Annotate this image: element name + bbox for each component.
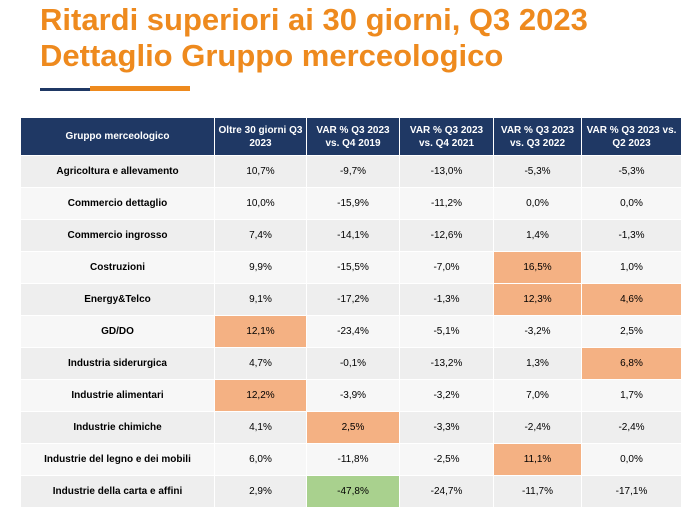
value-cell: 4,6% bbox=[581, 283, 682, 316]
table-row: Agricoltura e allevamento 10,7% -9,7% -13,0… bbox=[20, 155, 682, 188]
value-cell: 1,4% bbox=[493, 219, 582, 252]
page-title: Ritardi superiori ai 30 giorni, Q3 2023 … bbox=[40, 2, 588, 74]
value-cell: -5,3% bbox=[581, 155, 682, 188]
value-cell: -12,6% bbox=[399, 219, 494, 252]
value-cell: -5,3% bbox=[493, 155, 582, 188]
title-underline-blue bbox=[40, 88, 90, 91]
value-cell: -11,7% bbox=[493, 475, 582, 508]
value-cell: 10,7% bbox=[214, 155, 307, 188]
value-cell: 9,9% bbox=[214, 251, 307, 284]
value-cell: -15,5% bbox=[306, 251, 400, 284]
value-cell: 6,0% bbox=[214, 443, 307, 476]
column-header: VAR % Q3 2023 vs. Q2 2023 bbox=[581, 117, 682, 156]
value-cell: 7,0% bbox=[493, 379, 582, 412]
row-category-cell: GD/DO bbox=[20, 315, 215, 348]
value-cell: -5,1% bbox=[399, 315, 494, 348]
value-cell: -17,1% bbox=[581, 475, 682, 508]
value-cell: -13,0% bbox=[399, 155, 494, 188]
value-cell: -2,4% bbox=[493, 411, 582, 444]
row-category-cell: Agricoltura e allevamento bbox=[20, 155, 215, 188]
row-category-cell: Industrie del legno e dei mobili bbox=[20, 443, 215, 476]
value-cell: 7,4% bbox=[214, 219, 307, 252]
value-cell: -15,9% bbox=[306, 187, 400, 220]
data-table: Gruppo merceologico Oltre 30 giorni Q3 2… bbox=[20, 117, 682, 508]
table-row: Industrie del legno e dei mobili 6,0% -11,… bbox=[20, 443, 682, 476]
value-cell: 2,9% bbox=[214, 475, 307, 508]
value-cell: 0,0% bbox=[581, 443, 682, 476]
value-cell: 16,5% bbox=[493, 251, 582, 284]
value-cell: -13,2% bbox=[399, 347, 494, 380]
column-header: Gruppo merceologico bbox=[20, 117, 215, 156]
row-category-cell: Commercio ingrosso bbox=[20, 219, 215, 252]
table-header-row: Gruppo merceologico Oltre 30 giorni Q3 2… bbox=[20, 117, 682, 156]
title-underline-orange bbox=[90, 86, 190, 91]
table-row: Commercio ingrosso 7,4% -14,1% -12,6% 1,4% -1… bbox=[20, 219, 682, 252]
value-cell: 12,1% bbox=[214, 315, 307, 348]
table-row: Energy&Telco 9,1% -17,2% -1,3% 12,3% 4,6% bbox=[20, 283, 682, 316]
value-cell: -0,1% bbox=[306, 347, 400, 380]
value-cell: -24,7% bbox=[399, 475, 494, 508]
table-row: Industrie della carta e affini 2,9% -47,8%… bbox=[20, 475, 682, 508]
value-cell: -3,9% bbox=[306, 379, 400, 412]
value-cell: 10,0% bbox=[214, 187, 307, 220]
value-cell: -11,2% bbox=[399, 187, 494, 220]
value-cell: 0,0% bbox=[581, 187, 682, 220]
title-line-1: Ritardi superiori ai 30 giorni, Q3 2023 bbox=[40, 2, 588, 37]
title-line-2: Dettaglio Gruppo merceologico bbox=[40, 38, 504, 73]
column-header: VAR % Q3 2023 vs. Q4 2019 bbox=[306, 117, 400, 156]
value-cell: 2,5% bbox=[306, 411, 400, 444]
table-row: GD/DO 12,1% -23,4% -5,1% -3,2% 2,5% bbox=[20, 315, 682, 348]
value-cell: 1,3% bbox=[493, 347, 582, 380]
table-row: Costruzioni 9,9% -15,5% -7,0% 16,5% 1,0% bbox=[20, 251, 682, 284]
row-category-cell: Industrie della carta e affini bbox=[20, 475, 215, 508]
value-cell: -7,0% bbox=[399, 251, 494, 284]
row-category-cell: Energy&Telco bbox=[20, 283, 215, 316]
value-cell: -11,8% bbox=[306, 443, 400, 476]
value-cell: -3,3% bbox=[399, 411, 494, 444]
value-cell: 4,1% bbox=[214, 411, 307, 444]
value-cell: 12,3% bbox=[493, 283, 582, 316]
value-cell: 6,8% bbox=[581, 347, 682, 380]
value-cell: 2,5% bbox=[581, 315, 682, 348]
value-cell: -3,2% bbox=[493, 315, 582, 348]
value-cell: 1,0% bbox=[581, 251, 682, 284]
value-cell: -47,8% bbox=[306, 475, 400, 508]
row-category-cell: Industrie chimiche bbox=[20, 411, 215, 444]
value-cell: -2,5% bbox=[399, 443, 494, 476]
column-header: VAR % Q3 2023 vs. Q3 2022 bbox=[493, 117, 582, 156]
value-cell: -2,4% bbox=[581, 411, 682, 444]
value-cell: 11,1% bbox=[493, 443, 582, 476]
value-cell: -1,3% bbox=[399, 283, 494, 316]
column-header: Oltre 30 giorni Q3 2023 bbox=[214, 117, 307, 156]
table-row: Industrie chimiche 4,1% 2,5% -3,3% -2,4% -2,4… bbox=[20, 411, 682, 444]
value-cell: 1,7% bbox=[581, 379, 682, 412]
value-cell: -14,1% bbox=[306, 219, 400, 252]
value-cell: -1,3% bbox=[581, 219, 682, 252]
value-cell: -23,4% bbox=[306, 315, 400, 348]
value-cell: 0,0% bbox=[493, 187, 582, 220]
table-row: Industrie alimentari 12,2% -3,9% -3,2% 7,0% 1… bbox=[20, 379, 682, 412]
value-cell: -9,7% bbox=[306, 155, 400, 188]
table-body: Agricoltura e allevamento 10,7% -9,7% -13,0… bbox=[20, 155, 682, 508]
row-category-cell: Commercio dettaglio bbox=[20, 187, 215, 220]
table-row: Industria siderurgica 4,7% -0,1% -13,2% 1,3%… bbox=[20, 347, 682, 380]
value-cell: -17,2% bbox=[306, 283, 400, 316]
column-header: VAR % Q3 2023 vs. Q4 2021 bbox=[399, 117, 494, 156]
row-category-cell: Industria siderurgica bbox=[20, 347, 215, 380]
value-cell: 4,7% bbox=[214, 347, 307, 380]
row-category-cell: Industrie alimentari bbox=[20, 379, 215, 412]
value-cell: 9,1% bbox=[214, 283, 307, 316]
row-category-cell: Costruzioni bbox=[20, 251, 215, 284]
value-cell: -3,2% bbox=[399, 379, 494, 412]
value-cell: 12,2% bbox=[214, 379, 307, 412]
table-row: Commercio dettaglio 10,0% -15,9% -11,2% 0,0%… bbox=[20, 187, 682, 220]
